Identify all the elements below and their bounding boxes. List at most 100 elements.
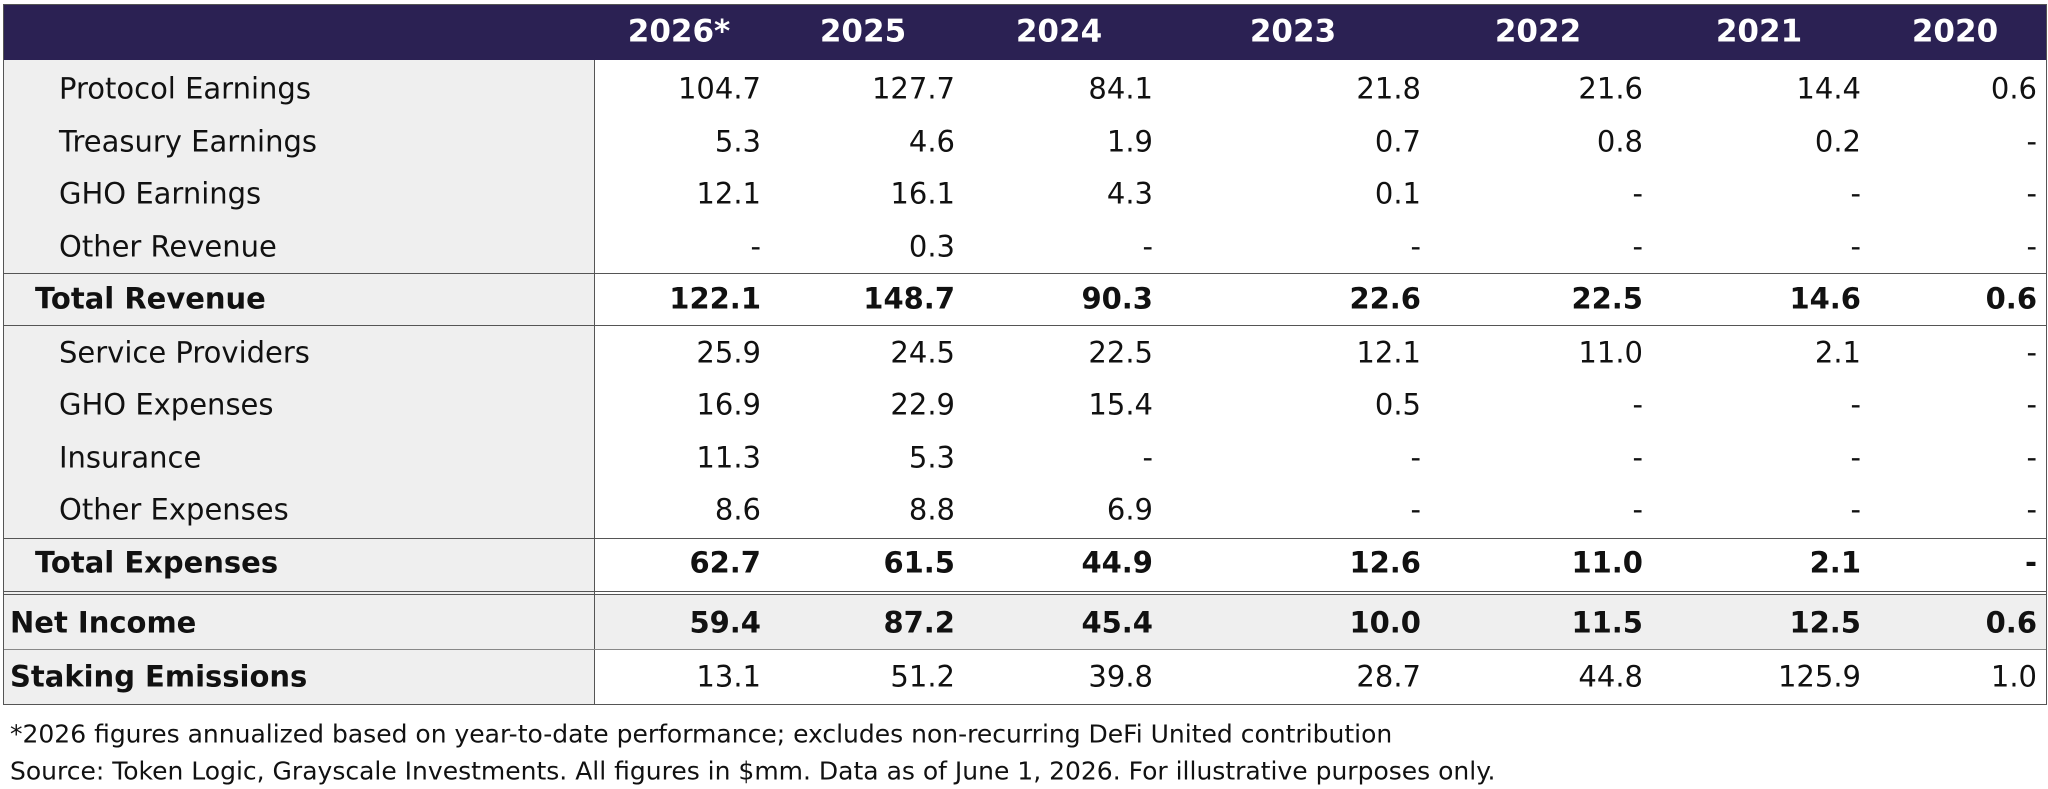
cell-value: -: [1142, 229, 1153, 263]
cell-value: -: [1410, 229, 1421, 263]
cell-value: -: [1850, 176, 1861, 211]
cell-value: 28.7: [1356, 659, 1421, 694]
cell-value: 6.9: [1106, 492, 1153, 527]
cell-value: 21.6: [1578, 71, 1643, 106]
cell-value: -: [2026, 492, 2037, 527]
cell-value: -: [1142, 440, 1153, 474]
rule: [4, 538, 2046, 539]
cell-value: 1.9: [1106, 124, 1153, 158]
cell-value: 122.1: [669, 281, 761, 316]
cell-value: -: [1632, 176, 1643, 211]
cell-value: 0.6: [1985, 281, 2037, 316]
net-income-bg: [594, 595, 2046, 649]
rule: [4, 325, 2046, 326]
row-label: Other Expenses: [59, 492, 289, 527]
cell-value: 11.5: [1571, 605, 1643, 640]
column-header: 2023: [1249, 13, 1337, 50]
row-label: Total Expenses: [35, 545, 279, 579]
cell-value: -: [1632, 387, 1643, 422]
column-header: 2021: [1715, 13, 1803, 50]
cell-value: 0.5: [1374, 387, 1421, 422]
cell-value: 4.3: [1106, 176, 1153, 211]
cell-value: 148.7: [863, 281, 955, 316]
cell-value: 13.1: [696, 659, 761, 694]
cell-value: 16.9: [696, 387, 761, 422]
cell-value: 59.4: [689, 605, 761, 640]
row-label: Other Revenue: [59, 229, 277, 263]
cell-value: 0.2: [1814, 124, 1861, 158]
cell-value: 61.5: [883, 545, 955, 579]
cell-value: -: [2026, 124, 2037, 158]
cell-value: 14.6: [1789, 281, 1861, 316]
cell-value: 5.3: [714, 124, 761, 158]
cell-value: -: [2026, 176, 2037, 211]
cell-value: 25.9: [696, 335, 761, 369]
footnote: *2026 figures annualized based on year-t…: [10, 719, 1393, 749]
cell-value: 12.1: [696, 176, 761, 211]
cell-value: 62.7: [689, 545, 761, 579]
cell-value: 4.6: [908, 124, 955, 158]
cell-value: 11.0: [1578, 335, 1643, 369]
cell-value: 11.3: [696, 440, 761, 474]
column-divider: [594, 60, 595, 704]
row-label: Net Income: [10, 605, 197, 640]
cell-value: 8.6: [714, 492, 761, 527]
cell-value: 22.5: [1571, 281, 1643, 316]
table-border: [3, 4, 2047, 705]
column-header: 2022: [1494, 13, 1582, 50]
cell-value: 12.1: [1356, 335, 1421, 369]
row-label: GHO Earnings: [59, 176, 262, 211]
cell-value: -: [750, 229, 761, 263]
row-label: Staking Emissions: [10, 659, 308, 694]
cell-value: -: [1850, 387, 1861, 422]
cell-value: 104.7: [677, 71, 761, 106]
cell-value: 0.8: [1596, 124, 1643, 158]
cell-value: 12.5: [1789, 605, 1861, 640]
cell-value: 39.8: [1088, 659, 1153, 694]
cell-value: 22.9: [890, 387, 955, 422]
cell-value: 0.7: [1374, 124, 1421, 158]
cell-value: -: [1410, 492, 1421, 527]
cell-value: 44.9: [1081, 545, 1153, 579]
rule: [4, 273, 2046, 274]
rule: [4, 594, 2046, 595]
cell-value: -: [1632, 229, 1643, 263]
column-header: 2024: [1015, 13, 1103, 50]
cell-value: 0.1: [1374, 176, 1421, 211]
row-label: Total Revenue: [35, 281, 266, 316]
cell-value: 0.6: [1990, 71, 2037, 106]
cell-value: 0.6: [1985, 605, 2037, 640]
cell-value: 51.2: [890, 659, 955, 694]
cell-value: -: [1850, 440, 1861, 474]
cell-value: 5.3: [908, 440, 955, 474]
cell-value: 21.8: [1356, 71, 1421, 106]
rule: [4, 591, 2046, 592]
cell-value: -: [1410, 440, 1421, 474]
cell-value: 12.6: [1349, 545, 1421, 579]
cell-value: 0.3: [908, 229, 955, 263]
cell-value: 24.5: [890, 335, 955, 369]
cell-value: 1.0: [1990, 659, 2037, 694]
label-column-bg: [4, 60, 594, 704]
cell-value: -: [2026, 335, 2037, 369]
header-bar: [4, 4, 2046, 60]
cell-value: -: [1850, 492, 1861, 527]
cell-value: 45.4: [1081, 605, 1153, 640]
cell-value: 16.1: [890, 176, 955, 211]
cell-value: 15.4: [1088, 387, 1153, 422]
row-label: GHO Expenses: [59, 387, 274, 422]
cell-value: -: [2024, 545, 2037, 579]
cell-value: -: [2026, 440, 2037, 474]
cell-value: 22.6: [1349, 281, 1421, 316]
row-label: Insurance: [59, 440, 202, 474]
cell-value: 2.1: [1814, 335, 1861, 369]
cell-value: 84.1: [1088, 71, 1153, 106]
cell-value: -: [1632, 492, 1643, 527]
cell-value: 127.7: [871, 71, 955, 106]
column-header: 2025: [819, 13, 907, 50]
cell-value: 14.4: [1796, 71, 1861, 106]
cell-value: -: [2026, 387, 2037, 422]
cell-value: 90.3: [1081, 281, 1153, 316]
row-label: Service Providers: [59, 335, 310, 369]
